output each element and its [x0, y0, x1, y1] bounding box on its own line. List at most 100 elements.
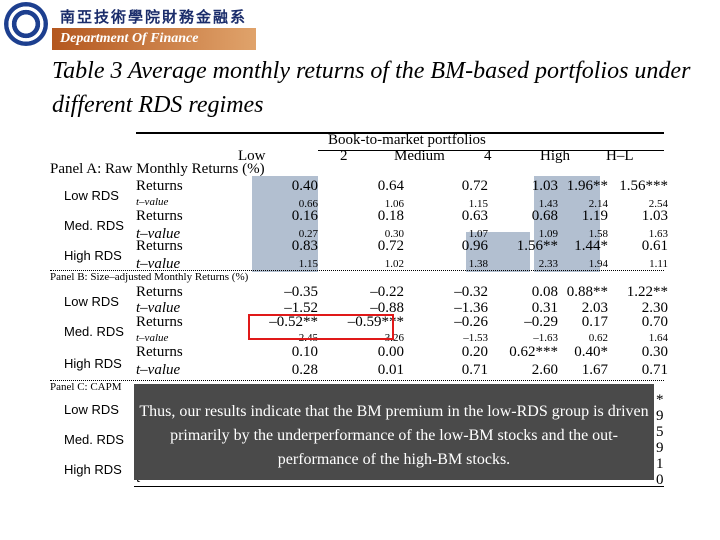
t-value: 0.27	[298, 228, 318, 240]
col-header: Medium	[394, 148, 445, 164]
panel-divider	[50, 270, 664, 271]
return-value: 1.56**	[516, 238, 558, 254]
conclusion-overlay: Thus, our results indicate that the BM p…	[134, 384, 654, 480]
t-value: 0.71	[461, 362, 488, 378]
return-value: 0.00	[377, 344, 404, 360]
cut-off-value: 9	[656, 408, 664, 424]
t-value-label: t–value	[136, 362, 181, 378]
row-regime-label: Med. RDS	[64, 324, 124, 339]
return-value: 0.16	[291, 208, 318, 224]
return-value: –0.59***	[347, 314, 404, 330]
row-regime-label: Low RDS	[64, 188, 119, 203]
return-value: 0.61	[641, 238, 668, 254]
t-value: 0.31	[531, 300, 558, 316]
returns-label: Returns	[136, 178, 183, 194]
t-value: –1.53	[463, 332, 488, 344]
t-value: –1.63	[533, 332, 558, 344]
row-regime-label: High RDS	[64, 462, 122, 477]
t-value: 1.67	[581, 362, 608, 378]
return-value: –0.22	[370, 284, 404, 300]
t-value: 0.66	[298, 198, 318, 210]
row-regime-label: Med. RDS	[64, 218, 124, 233]
t-value: 1.09	[538, 228, 558, 240]
t-value: 2.54	[648, 198, 668, 210]
cut-off-value: 1	[656, 456, 664, 472]
t-value: 1.06	[384, 198, 404, 210]
school-name: 南亞技術學院財務金融系	[60, 8, 248, 26]
returns-label: Returns	[136, 208, 183, 224]
t-value-label: t–value	[136, 196, 169, 208]
row-regime-label: Low RDS	[64, 294, 119, 309]
t-value: 2.30	[641, 300, 668, 316]
t-value: 1.02	[384, 258, 404, 270]
return-value: 1.22**	[626, 284, 668, 300]
t-value: 1.15	[468, 198, 488, 210]
col-header: Low	[238, 148, 266, 164]
t-value: 1.38	[468, 258, 488, 270]
t-value-label: t–value	[136, 226, 181, 242]
t-value: 0.62	[588, 332, 608, 344]
return-value: –0.35	[284, 284, 318, 300]
highlight-high-column	[534, 176, 600, 272]
department-banner: Department Of Finance	[52, 28, 256, 50]
return-value: 0.68	[531, 208, 558, 224]
return-value: 0.96	[461, 238, 488, 254]
return-value: 0.62***	[509, 344, 558, 360]
slide-title: Table 3 Average monthly returns of the B…	[52, 58, 691, 118]
t-value: 2.03	[581, 300, 608, 316]
cut-off-value: 5	[656, 424, 664, 440]
t-value: 0.28	[291, 362, 318, 378]
t-value: 2.14	[588, 198, 608, 210]
return-value: 0.18	[377, 208, 404, 224]
returns-label: Returns	[136, 314, 183, 330]
t-value: 1.63	[648, 228, 668, 240]
panel-divider	[50, 380, 664, 381]
t-value: 1.94	[588, 258, 608, 270]
return-value: 0.83	[291, 238, 318, 254]
highlight-box-medrds	[248, 314, 394, 340]
return-value: 0.17	[581, 314, 608, 330]
return-value: –0.32	[454, 284, 488, 300]
return-value: 0.40	[291, 178, 318, 194]
returns-label: Returns	[136, 344, 183, 360]
school-logo-icon	[4, 2, 48, 46]
return-value: 1.19	[581, 208, 608, 224]
table-top-rule	[136, 132, 664, 134]
return-value: 0.20	[461, 344, 488, 360]
highlight-4-column	[466, 232, 530, 272]
row-regime-label: Low RDS	[64, 402, 119, 417]
highlight-low-column	[252, 176, 318, 272]
table-bottom-rule	[134, 486, 664, 487]
panel-b-label: Panel B: Size–adjusted Monthly Returns (…	[50, 271, 249, 283]
col-header: 4	[484, 148, 492, 164]
return-value: –0.29	[524, 314, 558, 330]
t-value: –1.52	[284, 300, 318, 316]
t-value: 1.43	[538, 198, 558, 210]
return-value: –0.26	[454, 314, 488, 330]
t-value: 2.33	[538, 258, 558, 270]
cut-off-value: 0	[656, 472, 664, 488]
returns-label: Returns	[136, 238, 183, 254]
col-header: H–L	[606, 148, 634, 164]
t-value: 0.30	[384, 228, 404, 240]
row-regime-label: Med. RDS	[64, 432, 124, 447]
return-value: 0.63	[461, 208, 488, 224]
return-value: 0.40*	[574, 344, 608, 360]
return-value: 1.44*	[574, 238, 608, 254]
return-value: 0.64	[377, 178, 404, 194]
panel-c-label: Panel C: CAPM	[50, 381, 122, 393]
t-value: 0.71	[641, 362, 668, 378]
returns-label: Returns	[136, 284, 183, 300]
panel-a-label: Panel A: Raw Monthly Returns (%)	[50, 161, 265, 177]
t-value-label: t–value	[136, 332, 169, 344]
return-value: 1.56***	[619, 178, 668, 194]
t-value: 2.60	[531, 362, 558, 378]
cut-off-value: 9	[656, 440, 664, 456]
header-band	[0, 0, 720, 32]
t-value: 1.11	[649, 258, 668, 270]
return-value: 1.03	[531, 178, 558, 194]
return-value: 0.70	[641, 314, 668, 330]
t-value: –1.36	[454, 300, 488, 316]
return-value: 0.72	[461, 178, 488, 194]
header-book-to-market: Book-to-market portfolios	[328, 132, 486, 148]
